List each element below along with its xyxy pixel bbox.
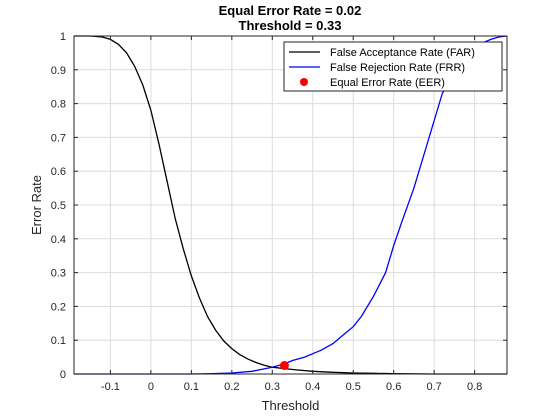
x-tick-label: 0.1 xyxy=(184,381,199,393)
y-tick-label: 0.6 xyxy=(51,166,66,178)
legend-label-far: False Acceptance Rate (FAR) xyxy=(330,47,475,59)
chart-title-line-1: Equal Error Rate = 0.02 xyxy=(219,3,362,18)
y-tick-label: 0.5 xyxy=(51,200,66,212)
legend-symbol-eer xyxy=(300,78,308,86)
y-tick-label: 0.3 xyxy=(51,268,66,280)
y-tick-label: 0.4 xyxy=(51,234,66,246)
series-line-0 xyxy=(74,35,507,375)
eer-point-marker xyxy=(279,361,289,371)
x-axis-label: Threshold xyxy=(262,398,320,413)
y-tick-label: 0.8 xyxy=(51,99,66,111)
legend: False Acceptance Rate (FAR) False Reject… xyxy=(283,41,503,92)
x-tick-label: -0.1 xyxy=(101,381,120,393)
chart-title-line-2: Threshold = 0.33 xyxy=(239,18,342,33)
x-tick-label: 0.4 xyxy=(305,381,320,393)
y-tick-label: 1 xyxy=(60,31,66,43)
y-tick-label: 0.1 xyxy=(51,335,66,347)
x-tick-label: 0.7 xyxy=(427,381,442,393)
y-axis-label: Error Rate xyxy=(29,175,44,235)
x-tick-label: 0 xyxy=(148,381,154,393)
legend-label-eer: Equal Error Rate (EER) xyxy=(330,77,445,89)
y-tick-label: 0 xyxy=(60,369,66,381)
axis-ticks: -0.1 0 0.1 0.2 0.3 0.4 0.5 0.6 0.7 0.8 0 0.1 0.2 0.3 0… xyxy=(51,31,507,393)
x-tick-label: 0.2 xyxy=(224,381,239,393)
x-tick-label: 0.3 xyxy=(265,381,280,393)
legend-box xyxy=(283,41,503,92)
y-tick-label: 0.9 xyxy=(51,65,66,77)
x-tick-label: 0.8 xyxy=(467,381,482,393)
x-tick-label: 0.5 xyxy=(346,381,361,393)
y-tick-label: 0.2 xyxy=(51,301,66,313)
y-tick-label: 0.7 xyxy=(51,132,66,144)
x-tick-label: 0.6 xyxy=(386,381,401,393)
legend-label-frr: False Rejection Rate (FRR) xyxy=(330,62,465,74)
